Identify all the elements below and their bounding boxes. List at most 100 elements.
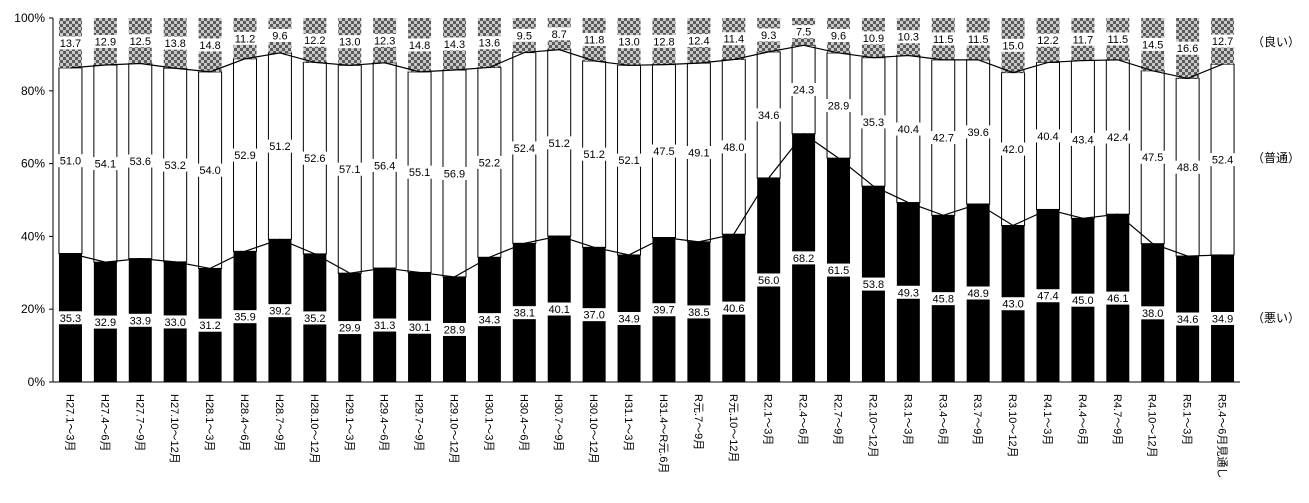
label-normal: 51.0 bbox=[60, 156, 81, 168]
x-tick-label: H29.10～12月 bbox=[447, 394, 459, 464]
label-bad-bg bbox=[1139, 306, 1166, 320]
label-normal-bg bbox=[57, 154, 84, 168]
legend-normal: （普通） bbox=[1252, 151, 1300, 165]
label-bad-group: 28.9 bbox=[441, 322, 468, 336]
label-bad: 46.1 bbox=[1107, 293, 1128, 305]
label-normal-group: 47.5 bbox=[1139, 150, 1166, 164]
label-good-group: 12.8 bbox=[650, 34, 677, 48]
label-good-bg bbox=[336, 35, 363, 49]
label-bad-group: 45.0 bbox=[1069, 293, 1096, 307]
label-normal-group: 52.4 bbox=[511, 141, 538, 155]
label-normal-group: 24.3 bbox=[790, 83, 817, 97]
y-tick-label: 0% bbox=[28, 375, 46, 389]
label-good-group: 14.8 bbox=[406, 38, 433, 52]
label-bad: 35.9 bbox=[234, 312, 255, 324]
label-bad: 33.9 bbox=[130, 315, 151, 327]
label-normal: 40.4 bbox=[1037, 131, 1058, 143]
label-good-group: 13.0 bbox=[336, 35, 363, 49]
label-good: 13.0 bbox=[339, 37, 360, 49]
label-good-group: 11.5 bbox=[930, 32, 957, 46]
label-normal: 53.6 bbox=[130, 156, 151, 168]
label-bad: 61.5 bbox=[828, 265, 849, 277]
x-tick-label: H29.4～6月 bbox=[378, 394, 390, 451]
label-good-group: 13.0 bbox=[616, 35, 643, 49]
label-bad-bg bbox=[1034, 289, 1061, 303]
label-bad-group: 39.2 bbox=[266, 304, 293, 318]
label-bad-group: 32.9 bbox=[92, 315, 119, 329]
label-normal: 52.4 bbox=[514, 143, 535, 155]
label-normal-bg bbox=[930, 131, 957, 145]
x-tick-label: H30.1～3月 bbox=[482, 394, 494, 451]
label-bad-group: 31.2 bbox=[197, 318, 224, 332]
label-bad-bg bbox=[616, 311, 643, 325]
label-bad-bg bbox=[1000, 297, 1027, 311]
label-normal-group: 56.4 bbox=[371, 158, 398, 172]
label-bad-group: 45.8 bbox=[930, 292, 957, 306]
x-tick-label: R元.10～12月 bbox=[727, 394, 739, 462]
label-normal-bg bbox=[266, 139, 293, 153]
label-bad-group: 34.9 bbox=[1209, 311, 1236, 325]
label-bad: 48.9 bbox=[967, 288, 988, 300]
label-normal-bg bbox=[1000, 142, 1027, 156]
label-normal-group: 54.1 bbox=[92, 157, 119, 171]
x-tick-label: H28.7～9月 bbox=[273, 394, 285, 451]
label-bad: 34.3 bbox=[479, 315, 500, 327]
label-bad-group: 34.6 bbox=[1174, 312, 1201, 326]
label-good-group: 12.7 bbox=[1209, 34, 1236, 48]
label-bad-group: 31.3 bbox=[371, 318, 398, 332]
x-tick-label: R4.7～9月 bbox=[1111, 394, 1123, 445]
label-normal: 47.5 bbox=[653, 146, 674, 158]
label-good: 12.5 bbox=[130, 36, 151, 48]
label-good: 12.7 bbox=[1212, 36, 1233, 48]
label-normal: 55.1 bbox=[409, 167, 430, 179]
label-bad-bg bbox=[546, 302, 573, 316]
label-good-group: 12.2 bbox=[1034, 33, 1061, 47]
label-bad-bg bbox=[790, 251, 817, 265]
label-good-group: 8.7 bbox=[546, 27, 573, 41]
label-good-bg bbox=[1209, 34, 1236, 48]
x-tick-label: R4.10～12月 bbox=[1146, 394, 1158, 458]
label-normal: 35.3 bbox=[863, 117, 884, 129]
label-normal: 53.2 bbox=[164, 160, 185, 172]
label-bad-group: 30.1 bbox=[406, 320, 433, 334]
label-good: 12.8 bbox=[653, 36, 674, 48]
label-good-bg bbox=[371, 33, 398, 47]
label-normal: 34.6 bbox=[758, 110, 779, 122]
x-axis-labels: H27.1～3月 H27.4～6月 H27.7～9月 H27.10～12月 H28.1～… bbox=[63, 394, 1228, 478]
label-bad: 38.5 bbox=[688, 307, 709, 319]
label-normal-group: 56.9 bbox=[441, 166, 468, 180]
label-normal-bg bbox=[581, 147, 608, 161]
label-normal-group: 42.7 bbox=[930, 131, 957, 145]
label-bad: 28.9 bbox=[444, 324, 465, 336]
label-normal-bg bbox=[720, 140, 747, 154]
label-good-bg bbox=[57, 36, 84, 50]
x-tick-label: H31.1～3月 bbox=[622, 394, 634, 451]
label-good-bg bbox=[476, 36, 503, 50]
label-bad: 30.1 bbox=[409, 322, 430, 334]
label-normal-bg bbox=[860, 115, 887, 129]
label-good-group: 14.8 bbox=[197, 38, 224, 52]
label-normal-group: 35.3 bbox=[860, 115, 887, 129]
label-good-group: 11.4 bbox=[720, 32, 747, 46]
label-bad-group: 37.0 bbox=[581, 308, 608, 322]
label-bad-group: 34.3 bbox=[476, 313, 503, 327]
label-bad: 32.9 bbox=[95, 317, 116, 329]
label-bad-bg bbox=[1174, 312, 1201, 326]
label-good-group: 13.8 bbox=[162, 36, 189, 50]
label-bad: 34.9 bbox=[618, 313, 639, 325]
boundary-lines bbox=[70, 44, 1223, 278]
label-bad-group: 35.2 bbox=[301, 311, 328, 325]
x-tick-label: H30.7～9月 bbox=[552, 394, 564, 451]
label-bad: 31.3 bbox=[374, 320, 395, 332]
x-tick-label: R3.7～9月 bbox=[971, 394, 983, 445]
label-bad-group: 61.5 bbox=[825, 263, 852, 277]
label-normal-bg bbox=[616, 153, 643, 167]
label-bad-bg bbox=[441, 322, 468, 336]
bars bbox=[58, 18, 1235, 382]
label-bad: 38.1 bbox=[514, 308, 535, 320]
x-tick-label: R2.10～12月 bbox=[866, 394, 878, 458]
label-bad-group: 38.5 bbox=[685, 305, 712, 319]
label-normal-bg bbox=[755, 108, 782, 122]
y-tick-label: 100% bbox=[14, 11, 45, 25]
